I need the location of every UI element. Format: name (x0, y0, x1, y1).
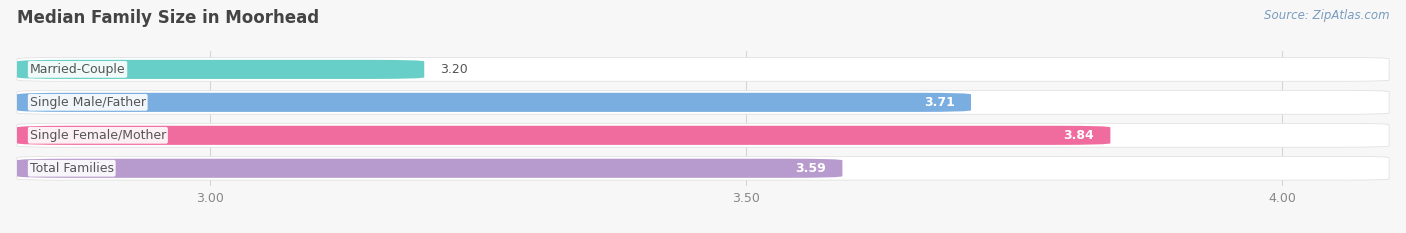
Text: Married-Couple: Married-Couple (30, 63, 125, 76)
Text: 3.84: 3.84 (1063, 129, 1094, 142)
FancyBboxPatch shape (17, 90, 1389, 114)
Text: Source: ZipAtlas.com: Source: ZipAtlas.com (1264, 9, 1389, 22)
Text: 3.20: 3.20 (440, 63, 468, 76)
FancyBboxPatch shape (17, 58, 1389, 81)
Text: 3.59: 3.59 (796, 162, 827, 175)
Text: 3.71: 3.71 (924, 96, 955, 109)
Text: Total Families: Total Families (30, 162, 114, 175)
FancyBboxPatch shape (17, 159, 842, 178)
FancyBboxPatch shape (17, 123, 1389, 147)
Text: Median Family Size in Moorhead: Median Family Size in Moorhead (17, 9, 319, 27)
FancyBboxPatch shape (17, 156, 1389, 180)
Text: Single Male/Father: Single Male/Father (30, 96, 146, 109)
FancyBboxPatch shape (17, 60, 425, 79)
FancyBboxPatch shape (17, 93, 972, 112)
FancyBboxPatch shape (17, 126, 1111, 145)
Text: Single Female/Mother: Single Female/Mother (30, 129, 166, 142)
